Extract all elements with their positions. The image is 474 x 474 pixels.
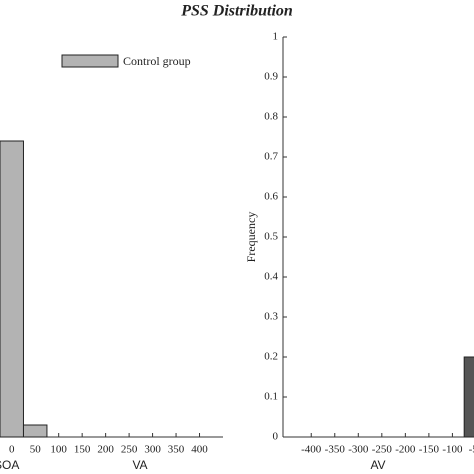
chart-title: PSS Distribution [180,3,293,20]
y-tick-label: 0.2 [264,351,278,363]
y-tick-label: 0 [273,431,279,443]
legend-label: Control group [123,54,191,68]
y-tick-label: 0.6 [264,191,278,203]
x-tick-label: -150 [419,444,440,456]
x-tick-label: 0 [9,444,15,456]
y-tick-label: 0.8 [264,111,278,123]
x-tick-label: -300 [348,444,369,456]
legend-swatch [61,54,119,68]
x-tick-label: 350 [168,444,185,456]
x-tick-label: 200 [97,444,114,456]
x-tick-label: -50 [469,444,474,456]
x-tick-label: 400 [191,444,208,456]
x-tick-label: -100 [442,444,463,456]
x-tick-label: 150 [74,444,91,456]
y-axis-label: Frequency [244,212,258,263]
x-tick-label: 250 [121,444,138,456]
x-tick-label: -350 [325,444,346,456]
y-tick-label: 0.4 [264,271,278,283]
y-tick-label: 0.1 [264,391,278,403]
y-tick-label: 0.7 [264,151,278,163]
y-tick-label: 0.5 [264,231,278,243]
x-tick-label: -200 [395,444,416,456]
x-tick-label: -400 [301,444,322,456]
y-tick-label: 0.9 [264,71,278,83]
x-tick-label: 50 [30,444,42,456]
bar [0,140,24,438]
x-tick-label: -250 [372,444,393,456]
x-axis-label: SOA [0,458,19,472]
y-tick-label: 1 [273,31,279,43]
x-tick-label: 300 [144,444,161,456]
y-tick-label: 0.3 [264,311,278,323]
x-axis-label: VA [132,458,147,472]
x-tick-label: 100 [50,444,67,456]
bar [22,424,48,438]
x-axis-label: AV [370,458,385,472]
bar [463,356,474,438]
